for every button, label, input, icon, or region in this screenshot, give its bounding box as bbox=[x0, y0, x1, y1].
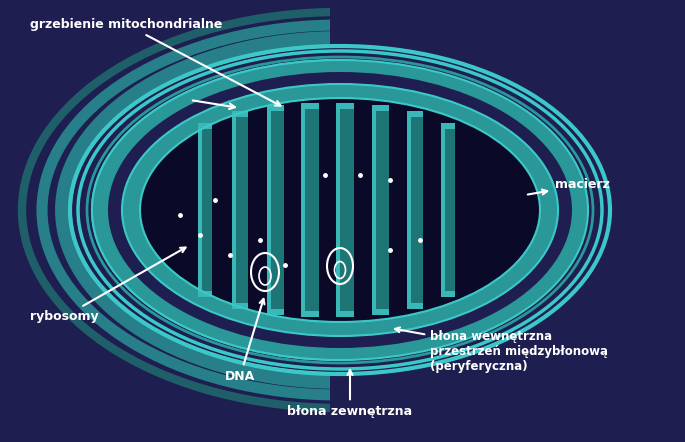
Ellipse shape bbox=[92, 60, 588, 360]
Bar bbox=[198, 123, 212, 129]
Bar bbox=[267, 105, 284, 315]
Text: rybosomy: rybosomy bbox=[30, 248, 186, 323]
Text: macierz: macierz bbox=[527, 179, 610, 194]
Bar bbox=[198, 123, 202, 297]
Bar bbox=[441, 291, 455, 297]
Bar bbox=[267, 105, 284, 111]
Text: grzebienie mitochondrialne: grzebienie mitochondrialne bbox=[30, 18, 280, 106]
Ellipse shape bbox=[140, 98, 540, 322]
Bar bbox=[336, 103, 354, 109]
Text: błona zewnętrzna: błona zewnętrzna bbox=[288, 370, 412, 418]
Bar bbox=[407, 303, 423, 309]
Bar bbox=[232, 303, 248, 309]
Ellipse shape bbox=[92, 60, 588, 360]
Bar bbox=[267, 105, 271, 315]
Bar bbox=[301, 311, 319, 317]
Bar bbox=[301, 103, 305, 317]
Bar bbox=[336, 311, 354, 317]
Bar bbox=[336, 103, 340, 317]
Ellipse shape bbox=[140, 98, 540, 322]
Bar bbox=[198, 123, 212, 297]
Bar bbox=[301, 103, 319, 317]
Bar bbox=[441, 123, 455, 297]
Bar bbox=[407, 111, 411, 309]
Bar bbox=[441, 123, 445, 297]
Bar bbox=[232, 111, 248, 117]
Ellipse shape bbox=[108, 72, 572, 348]
Bar bbox=[372, 309, 389, 315]
Bar bbox=[407, 111, 423, 309]
Ellipse shape bbox=[122, 84, 558, 336]
Ellipse shape bbox=[108, 72, 572, 348]
Text: DNA: DNA bbox=[225, 299, 264, 383]
Bar bbox=[372, 105, 376, 315]
Bar bbox=[267, 309, 284, 315]
FancyBboxPatch shape bbox=[330, 0, 685, 442]
Bar bbox=[407, 111, 423, 117]
Bar bbox=[441, 123, 455, 129]
Bar bbox=[198, 291, 212, 297]
Ellipse shape bbox=[122, 84, 558, 336]
Bar bbox=[232, 111, 248, 309]
Bar bbox=[301, 103, 319, 109]
Bar bbox=[232, 111, 236, 309]
Bar bbox=[372, 105, 389, 315]
Bar bbox=[372, 105, 389, 111]
Bar bbox=[336, 103, 354, 317]
Text: błona wewnętrzna
przestrzeń międzybłonową
(peryferyczna): błona wewnętrzna przestrzeń międzybłonow… bbox=[395, 328, 608, 373]
